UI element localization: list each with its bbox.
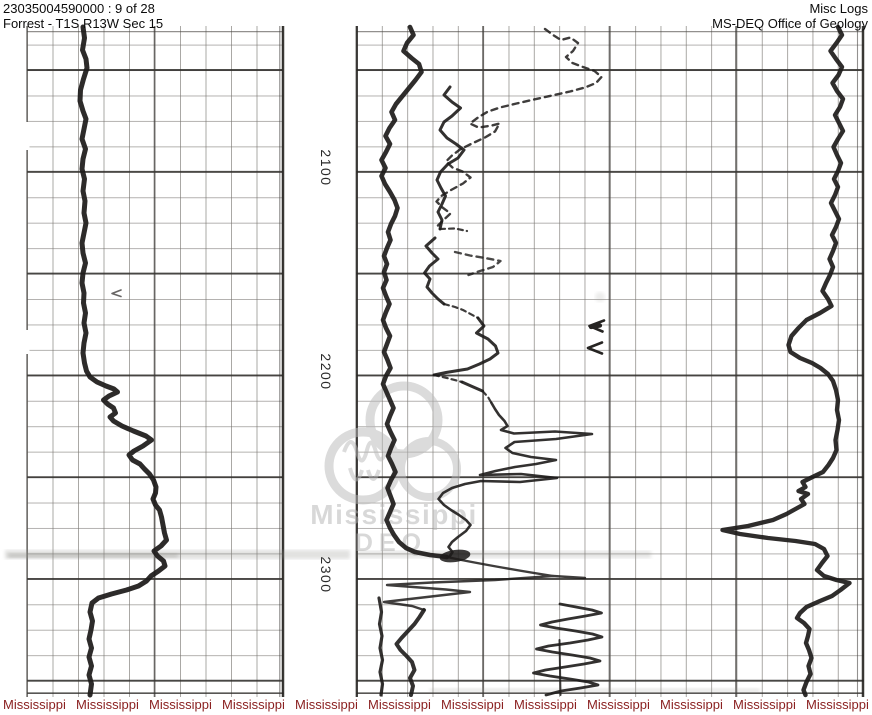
secondary-solid-curve <box>460 380 484 393</box>
left-track-grid <box>24 26 285 697</box>
secondary-solid-curve-hairpins <box>437 401 594 558</box>
agency-name: MS-DEQ Office of Geology <box>712 16 868 31</box>
small-tick-icon <box>111 289 122 298</box>
secondary-solid-curve <box>435 85 466 231</box>
depth-label-2100: 2100 <box>318 149 334 186</box>
footer-watermark-word: Mississippi <box>76 697 139 712</box>
check-mark-icon <box>588 323 603 330</box>
footer-watermark-word: Mississippi <box>733 697 796 712</box>
spike-sweep <box>382 555 587 612</box>
annotation-marks <box>111 289 606 355</box>
footer-watermark-row: Mississippi Mississippi Mississippi Miss… <box>0 697 872 715</box>
dashed-spur <box>453 250 502 277</box>
scan-smudges <box>5 292 760 693</box>
header-left: 23035004590000 : 9 of 28 Forrest - T1S R… <box>3 1 163 31</box>
depth-scale: 2100 2200 2300 <box>318 149 334 593</box>
depth-label-2300: 2300 <box>318 556 334 593</box>
footer-watermark-word: Mississippi <box>587 697 650 712</box>
footer-watermark-word: Mississippi <box>295 697 358 712</box>
footer-watermark-word: Mississippi <box>368 697 431 712</box>
footer-watermark-word: Mississippi <box>222 697 285 712</box>
secondary-solid-curve <box>432 316 500 377</box>
footer-watermark-word: Mississippi <box>806 697 869 712</box>
bottom-left-line <box>377 596 385 697</box>
document-type: Misc Logs <box>809 1 868 16</box>
curve-ink-blob <box>439 549 471 563</box>
check-mark-icon <box>586 341 604 355</box>
footer-watermark-word: Mississippi <box>660 697 723 712</box>
secondary-solid-curve <box>423 236 446 306</box>
bottom-mid-line <box>394 608 426 697</box>
interlocking-rings-icon <box>324 381 461 505</box>
bottom-jagged-curve <box>532 602 604 697</box>
deq-watermark: Mississippi DEQ <box>310 381 476 557</box>
footer-watermark-word: Mississippi <box>3 697 66 712</box>
header-right: Misc Logs MS-DEQ Office of Geology <box>712 1 868 31</box>
footer-watermark-word: Mississippi <box>514 697 577 712</box>
sp-curve <box>77 24 169 698</box>
main-solid-curve <box>379 24 450 560</box>
well-id-and-page: 23035004590000 : 9 of 28 <box>3 1 155 16</box>
footer-watermark-word: Mississippi <box>441 697 504 712</box>
watermark-flourish <box>342 440 388 482</box>
footer-watermark-word: Mississippi <box>149 697 212 712</box>
right-track-grid <box>355 26 865 697</box>
well-location: Forrest - T1S R13W Sec 15 <box>3 16 164 31</box>
bottom-jagged-axis <box>558 639 562 696</box>
far-right-curve <box>720 24 852 698</box>
secondary-curve-dashed-links <box>432 227 493 405</box>
depth-label-2200: 2200 <box>318 353 334 390</box>
log-curves <box>77 24 852 698</box>
